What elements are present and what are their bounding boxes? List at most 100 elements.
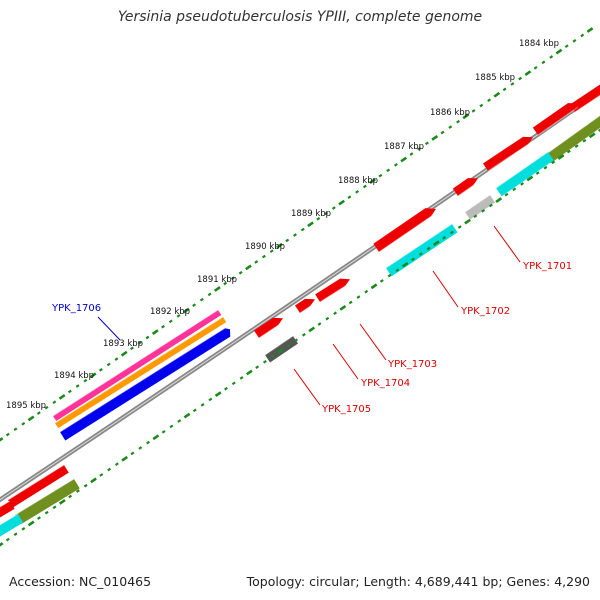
inner-dot-24 bbox=[183, 412, 191, 419]
inner-dot-25 bbox=[192, 408, 197, 413]
scale-dot-17 bbox=[130, 346, 134, 351]
scale-dot-69 bbox=[533, 65, 538, 70]
inner-dot-42 bbox=[325, 316, 330, 321]
inner-dot-62 bbox=[481, 209, 486, 213]
inner-dot-32 bbox=[245, 369, 253, 376]
gene-label-leader-1 bbox=[493, 225, 521, 263]
gene-darkgray-ypk1705-shine bbox=[264, 335, 294, 356]
scale-dot-67 bbox=[518, 76, 523, 81]
inner-dot-28 bbox=[214, 391, 222, 397]
inner-dot-37 bbox=[286, 343, 291, 348]
inner-dot-50 bbox=[387, 273, 392, 278]
scale-dot-26 bbox=[199, 297, 204, 302]
gene-magenta-ypk1706-shine bbox=[52, 309, 219, 417]
gene-lightgray-shine bbox=[464, 194, 491, 213]
gene-lightgray bbox=[465, 195, 496, 220]
scale-dot-34 bbox=[262, 254, 266, 259]
scale-dot-49 bbox=[378, 173, 383, 178]
scale-labels: 1884 kbp 1885 kbp 1886 kbp 1887 kbp 1888 kbp… bbox=[6, 39, 559, 411]
scale-dot-36 bbox=[276, 242, 283, 249]
gene-red-ypk1705-top-shine bbox=[258, 321, 284, 339]
genes bbox=[0, 84, 600, 537]
gene-label-ypk_1702: YPK_1702 bbox=[460, 306, 510, 317]
scale-dot-1 bbox=[5, 432, 10, 437]
scale-dot-45 bbox=[347, 195, 352, 200]
gene-label-ypk_1706: YPK_1706 bbox=[51, 303, 101, 314]
scale-label-1: 1884 kbp bbox=[519, 39, 559, 49]
gene-blue-ypk1706-shine bbox=[59, 324, 231, 433]
scale-dot-10 bbox=[75, 384, 80, 388]
inner-dot-48 bbox=[370, 283, 378, 290]
inner-dot-68 bbox=[526, 175, 534, 182]
inner-dot-72 bbox=[557, 154, 565, 160]
scale-dot-24 bbox=[182, 307, 190, 314]
inner-dot-61 bbox=[473, 214, 478, 219]
gene-magenta-ypk1706 bbox=[53, 310, 222, 422]
inner-dot-44 bbox=[339, 304, 347, 311]
inner-dot-14 bbox=[107, 467, 112, 472]
scale-dot-50 bbox=[386, 168, 391, 173]
inner-dot-74 bbox=[574, 144, 579, 148]
inner-dot-8 bbox=[58, 498, 66, 505]
scale-dot-70 bbox=[541, 60, 546, 65]
inner-dot-33 bbox=[255, 365, 260, 369]
scale-dot-28 bbox=[213, 286, 221, 292]
gene-label-leader-4 bbox=[332, 343, 359, 380]
scale-dot-53 bbox=[409, 152, 414, 156]
scale-dot-3 bbox=[21, 421, 26, 426]
scale-dot-29 bbox=[223, 281, 228, 286]
scale-dot-47 bbox=[362, 184, 367, 189]
gene-cyan-bottom-shine bbox=[0, 513, 19, 526]
scale-dot-63 bbox=[487, 98, 492, 102]
inner-dot-41 bbox=[317, 322, 322, 326]
inner-dot-54 bbox=[418, 252, 423, 256]
scale-dot-25 bbox=[192, 303, 197, 307]
inner-dot-55 bbox=[426, 246, 431, 251]
scale-dot-11 bbox=[83, 378, 88, 383]
inner-dot-73 bbox=[566, 149, 571, 154]
gene-cyan-ypk1702 bbox=[386, 224, 458, 277]
gene-cyan-top bbox=[496, 152, 554, 197]
scale-dot-56 bbox=[431, 135, 439, 141]
scale-dot-55 bbox=[425, 141, 429, 146]
scale-dot-19 bbox=[145, 335, 150, 340]
inner-dot-4 bbox=[27, 520, 35, 527]
inner-dot-39 bbox=[301, 332, 306, 337]
scale-dot-18 bbox=[137, 341, 142, 345]
gene-label-ypk_1701: YPK_1701 bbox=[522, 261, 572, 272]
gene-red-ypk1704 bbox=[295, 298, 315, 313]
inner-dot-38 bbox=[294, 338, 299, 343]
inner-dot-17 bbox=[130, 451, 135, 456]
inner-dot-40 bbox=[308, 326, 316, 333]
inner-dot-22 bbox=[169, 424, 174, 429]
scale-dot-38 bbox=[293, 233, 297, 237]
scale-label-8: 1891 kbp bbox=[197, 275, 237, 285]
inner-dot-5 bbox=[37, 516, 41, 520]
inner-dot-15 bbox=[114, 462, 119, 466]
scale-dot-14 bbox=[106, 362, 111, 367]
inner-dot-10 bbox=[75, 489, 80, 493]
gene-red-4-shine bbox=[457, 181, 479, 197]
inner-dot-7 bbox=[52, 505, 57, 510]
scale-dot-54 bbox=[417, 146, 422, 151]
scale-dot-58 bbox=[448, 125, 453, 129]
gene-red-ypk1702-top bbox=[373, 208, 436, 252]
inner-dot-11 bbox=[83, 483, 88, 488]
inner-dot-66 bbox=[512, 187, 517, 192]
gene-label-ypk_1705: YPK_1705 bbox=[321, 404, 371, 415]
scale-label-11: 1894 kbp bbox=[54, 371, 94, 381]
scale-dot-60 bbox=[462, 113, 470, 120]
inner-dot-49 bbox=[379, 279, 384, 283]
inner-dot-35 bbox=[270, 354, 275, 359]
accession-text: Accession: NC_010465 bbox=[9, 574, 152, 589]
scale-dot-44 bbox=[338, 199, 345, 206]
gene-cyan-bottom bbox=[0, 514, 24, 537]
gene-red-3 bbox=[483, 136, 533, 171]
scale-dot-23 bbox=[176, 314, 181, 318]
scale-dot-73 bbox=[564, 44, 569, 49]
scale-dot-27 bbox=[207, 292, 212, 297]
inner-dot-26 bbox=[200, 403, 205, 407]
gene-label-leader-3 bbox=[359, 323, 387, 361]
gene-red-2 bbox=[532, 103, 578, 135]
